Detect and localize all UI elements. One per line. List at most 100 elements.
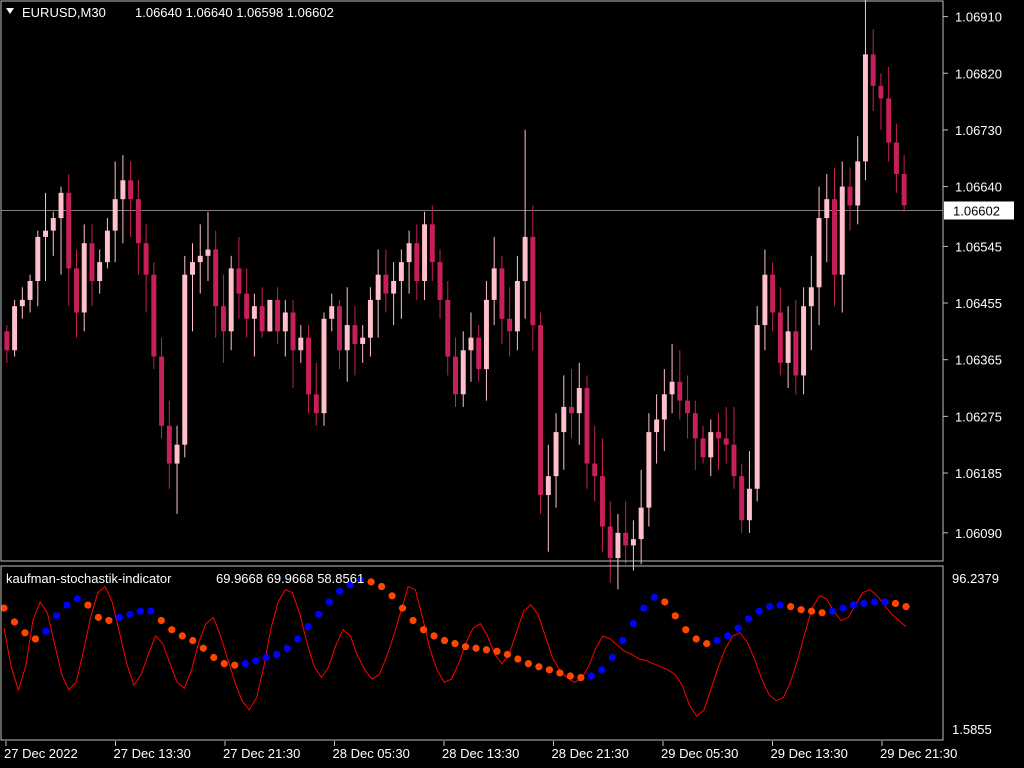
signal-dot xyxy=(210,653,218,662)
signal-dot xyxy=(587,672,595,680)
candle xyxy=(700,425,706,464)
candle-body xyxy=(50,218,56,231)
candle-body xyxy=(360,337,366,344)
signal-dot xyxy=(671,612,679,620)
price-panel[interactable] xyxy=(1,0,943,590)
signal-dot xyxy=(566,672,574,680)
candle-body xyxy=(12,306,18,351)
candle xyxy=(282,299,288,357)
candle xyxy=(816,186,822,326)
candle-body xyxy=(545,476,551,496)
signal-dot xyxy=(535,663,543,671)
candle-body xyxy=(81,243,87,313)
candle-body xyxy=(151,274,157,357)
candle xyxy=(661,369,667,451)
candle xyxy=(19,287,25,319)
signal-dot xyxy=(556,669,564,677)
candle xyxy=(329,293,335,332)
signal-dot xyxy=(776,601,784,609)
candle xyxy=(360,325,366,363)
candle-body xyxy=(174,444,180,464)
price-axis: 1.06910 1.06820 1.06730 1.06640 1.06545 1.064… xyxy=(943,10,1002,541)
signal-dot xyxy=(31,635,40,643)
candle-body xyxy=(58,192,64,219)
signal-dot xyxy=(860,599,868,608)
candle xyxy=(839,161,845,313)
price-tick-label: 1.06640 xyxy=(955,180,1002,195)
candle xyxy=(762,249,768,351)
signal-dot xyxy=(199,644,207,652)
candle xyxy=(12,299,18,357)
signal-dot xyxy=(724,632,732,640)
candle-body xyxy=(27,281,33,300)
candle xyxy=(855,136,861,225)
signal-dot xyxy=(577,673,585,682)
candle xyxy=(576,362,582,445)
signal-dot xyxy=(849,601,858,609)
candle-body xyxy=(816,218,822,288)
indicator-panel[interactable] xyxy=(0,576,910,717)
candle-body xyxy=(630,539,636,546)
signal-dot xyxy=(818,609,826,617)
candle xyxy=(793,299,799,395)
candle-body xyxy=(476,337,482,370)
signal-dot xyxy=(189,636,197,645)
current-price-tag xyxy=(944,201,1014,220)
price-tick-label: 1.06545 xyxy=(955,239,1002,254)
candle-body xyxy=(893,142,899,174)
candle-body xyxy=(661,394,667,420)
candle-body xyxy=(290,312,296,351)
candle-body xyxy=(538,325,544,496)
candle xyxy=(716,413,721,470)
signal-dot xyxy=(787,602,795,611)
current-price-label: 1.06602 xyxy=(953,203,1000,218)
candle xyxy=(545,444,551,552)
triangle-down-icon[interactable] xyxy=(6,8,14,14)
candle-body xyxy=(422,224,428,281)
signal-dot xyxy=(157,616,165,625)
price-tick-label: 1.06820 xyxy=(955,66,1002,81)
candle xyxy=(306,325,312,414)
candle xyxy=(723,406,729,464)
candle xyxy=(561,375,567,470)
candle xyxy=(4,325,10,363)
candle-body xyxy=(700,438,706,458)
candle-body xyxy=(159,356,165,426)
candle xyxy=(143,224,149,313)
signal-dot xyxy=(650,593,658,601)
signal-dot xyxy=(126,610,134,618)
candle xyxy=(599,438,605,552)
candle-body xyxy=(259,306,265,332)
signal-dot xyxy=(461,643,470,651)
signal-dot xyxy=(839,604,847,612)
signal-dot xyxy=(409,616,417,625)
candle xyxy=(182,255,188,458)
candle-body xyxy=(847,186,853,206)
signal-dot xyxy=(73,595,82,603)
candle-body xyxy=(607,526,613,558)
signal-dot xyxy=(419,626,428,634)
signal-dot xyxy=(0,604,8,612)
candle-body xyxy=(182,274,188,445)
candle xyxy=(592,425,598,502)
candle-body xyxy=(491,268,497,300)
candle-body xyxy=(321,318,327,414)
candle xyxy=(569,369,575,439)
candle-body xyxy=(708,432,714,458)
candle-body xyxy=(584,388,590,464)
candle xyxy=(685,375,691,439)
candle xyxy=(630,520,636,571)
signal-dot xyxy=(797,606,805,614)
price-tick-label: 1.06275 xyxy=(955,409,1002,424)
candle xyxy=(414,224,420,300)
candle xyxy=(251,293,257,357)
signal-dot xyxy=(304,623,312,631)
signal-dot xyxy=(828,607,837,615)
candle-body xyxy=(615,532,621,558)
candle xyxy=(352,306,358,376)
candle xyxy=(468,312,474,382)
price-tick-label: 1.06090 xyxy=(955,526,1002,541)
candle-body xyxy=(460,350,466,395)
